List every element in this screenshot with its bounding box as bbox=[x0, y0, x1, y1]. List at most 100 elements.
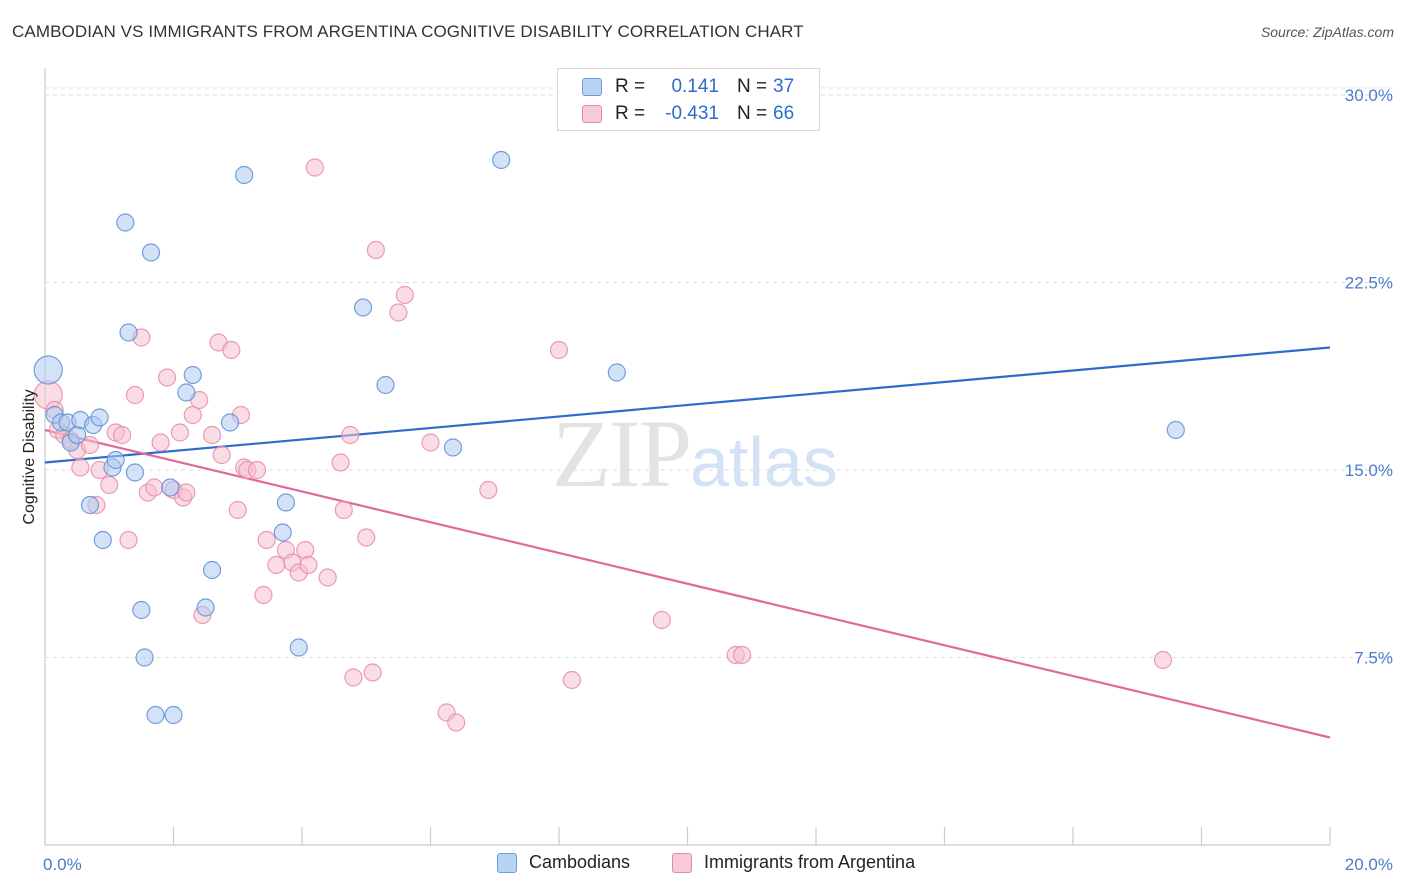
cambodian-point bbox=[492, 150, 511, 170]
legend-item-cambodians[interactable]: Cambodians bbox=[497, 852, 630, 873]
cambodian-point bbox=[135, 648, 154, 667]
watermark: ZIPatlas bbox=[552, 398, 838, 509]
argentina-point bbox=[562, 670, 581, 690]
legend-r-label: R = bbox=[615, 103, 646, 124]
cambodian-point bbox=[273, 523, 292, 542]
argentina-point bbox=[145, 478, 164, 497]
argentina-point bbox=[366, 240, 385, 260]
argentina-point bbox=[357, 528, 376, 547]
cambodian-point bbox=[220, 413, 240, 432]
argentina-point bbox=[733, 645, 752, 665]
legend-r-value: 0.141 bbox=[671, 76, 719, 97]
cambodian-point bbox=[443, 438, 463, 457]
argentina-point bbox=[212, 445, 231, 465]
argentina-point bbox=[267, 555, 286, 575]
cambodian-point bbox=[146, 705, 165, 725]
legend-item-argentina[interactable]: Immigrants from Argentina bbox=[672, 852, 915, 873]
argentina-point bbox=[125, 385, 145, 405]
cambodian-point bbox=[106, 450, 125, 470]
legend-n-label: N = bbox=[737, 76, 768, 97]
argentina-point bbox=[228, 500, 247, 520]
argentina-point bbox=[652, 610, 671, 630]
watermark-atlas: atlas bbox=[690, 423, 838, 501]
cambodian-point bbox=[196, 598, 215, 617]
cambodian-point bbox=[164, 705, 183, 725]
watermark-zip: ZIP bbox=[552, 400, 692, 507]
cambodian-point bbox=[161, 478, 180, 497]
argentina-point bbox=[421, 433, 440, 452]
argentina-point bbox=[1153, 650, 1173, 670]
cambodian-point bbox=[202, 560, 222, 580]
argentina-point bbox=[157, 368, 177, 387]
y-axis-title: Cognitive Disability bbox=[21, 389, 38, 524]
legend-r-value: -0.431 bbox=[665, 103, 719, 124]
argentina-trend-line bbox=[44, 428, 1331, 739]
argentina-point bbox=[341, 425, 360, 445]
legend-n-value: 66 bbox=[773, 103, 795, 124]
y-tick-label: 30.0% bbox=[1345, 86, 1393, 105]
argentina-point bbox=[447, 713, 466, 732]
legend-swatch-blue bbox=[497, 852, 517, 873]
argentina-point bbox=[389, 303, 408, 322]
x-tick-label-max: 20.0% bbox=[1345, 855, 1393, 874]
cambodian-point bbox=[376, 375, 395, 395]
argentina-point bbox=[183, 405, 202, 425]
argentina-point bbox=[344, 668, 363, 687]
argentina-point bbox=[299, 555, 318, 575]
legend-swatch-pink bbox=[582, 105, 602, 123]
legend-swatch-blue bbox=[582, 78, 602, 96]
y-tick-label: 7.5% bbox=[1354, 649, 1393, 668]
cambodian-point bbox=[119, 323, 138, 342]
cambodian-point bbox=[80, 495, 100, 515]
argentina-point bbox=[254, 585, 273, 605]
cambodian-point bbox=[183, 365, 202, 385]
argentina-point bbox=[395, 285, 414, 305]
argentina-point bbox=[222, 340, 241, 360]
argentina-point bbox=[363, 663, 382, 682]
argentina-point bbox=[479, 480, 498, 500]
argentina-point bbox=[119, 530, 138, 550]
y-tick-label: 22.5% bbox=[1345, 274, 1393, 293]
cambodian-point bbox=[276, 493, 296, 512]
cambodian-point bbox=[125, 463, 145, 482]
legend-label-cambodians: Cambodians bbox=[529, 852, 631, 872]
cambodian-point bbox=[353, 298, 373, 317]
chart-title: CAMBODIAN VS IMMIGRANTS FROM ARGENTINA C… bbox=[12, 22, 804, 41]
points-layer bbox=[33, 150, 1185, 732]
legend-n-label: N = bbox=[737, 103, 768, 124]
argentina-point bbox=[100, 475, 119, 495]
argentina-point bbox=[151, 433, 170, 452]
cambodian-point bbox=[289, 638, 308, 657]
argentina-point bbox=[170, 423, 190, 442]
argentina-point bbox=[296, 540, 315, 560]
y-tick-label: 15.0% bbox=[1345, 461, 1393, 480]
cambodian-point bbox=[116, 213, 135, 232]
cambodian-point bbox=[132, 600, 151, 620]
argentina-point bbox=[549, 340, 569, 360]
label-layer: 7.5% 15.0% 22.5% 30.0% 0.0% 20.0% Cognitive Di… bbox=[21, 86, 1393, 874]
argentina-point bbox=[177, 483, 196, 502]
cambodian-point bbox=[93, 530, 112, 550]
legend-label-argentina: Immigrants from Argentina bbox=[704, 852, 916, 872]
cambodian-point bbox=[607, 363, 626, 382]
stats-legend: R = 0.141 N = 37 R = -0.431 N = 66 bbox=[557, 68, 820, 131]
cambodian-point bbox=[1166, 420, 1185, 440]
cambodian-point bbox=[177, 383, 196, 402]
series-legend: Cambodians Immigrants from Argentina bbox=[0, 852, 1406, 876]
cambodian-point bbox=[235, 165, 254, 185]
source-label: Source: ZipAtlas.com bbox=[1260, 24, 1394, 40]
legend-row-cambodians: R = 0.141 N = 37 bbox=[582, 76, 794, 98]
cambodian-point bbox=[141, 243, 161, 262]
argentina-point bbox=[305, 158, 324, 177]
argentina-point bbox=[202, 425, 222, 445]
cambodian-point bbox=[68, 425, 87, 445]
argentina-point bbox=[318, 568, 337, 587]
legend-r-label: R = bbox=[615, 76, 646, 97]
argentina-point bbox=[334, 500, 353, 520]
argentina-point bbox=[331, 453, 350, 472]
argentina-point bbox=[71, 458, 90, 477]
cambodian-point bbox=[90, 408, 109, 427]
legend-row-argentina: R = -0.431 N = 66 bbox=[582, 103, 794, 125]
argentina-point bbox=[112, 425, 132, 445]
cambodian-trend-line bbox=[44, 346, 1331, 464]
